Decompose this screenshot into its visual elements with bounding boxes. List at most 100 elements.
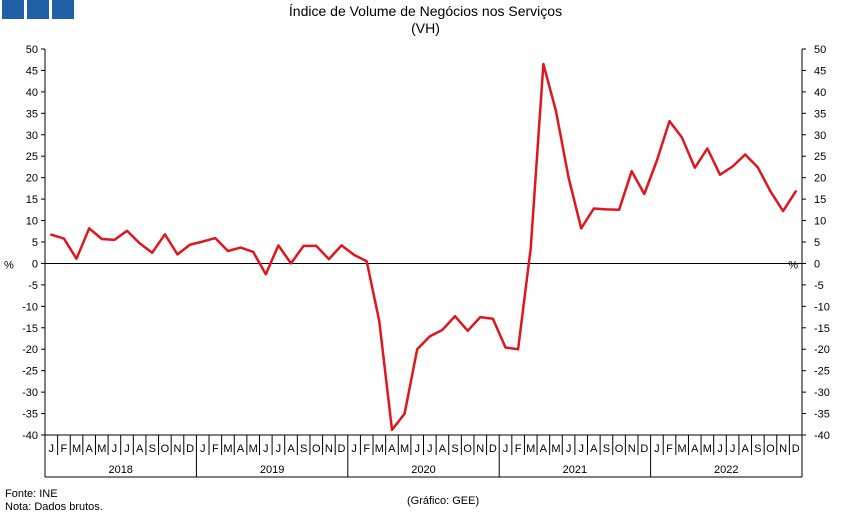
y-tick-label-left: -5 (28, 280, 38, 292)
x-year-label: 2020 (411, 464, 435, 476)
x-month-label: N (779, 443, 787, 455)
data-point (630, 170, 633, 173)
x-month-label: S (300, 443, 307, 455)
data-point (479, 316, 482, 318)
y-tick-label-right: 5 (814, 237, 820, 249)
y-tick-label-left: -40 (22, 430, 38, 442)
y-tick-label-right: 30 (814, 130, 826, 142)
data-point (756, 166, 759, 169)
y-tick-label-left: 0 (32, 258, 38, 270)
data-point (491, 317, 494, 320)
data-point (592, 207, 595, 210)
x-month-label: M (678, 443, 687, 455)
x-month-label: A (388, 443, 396, 455)
data-point (163, 233, 166, 236)
data-point (50, 233, 53, 236)
data-point (239, 246, 242, 249)
y-tick-label-left: 35 (26, 108, 38, 120)
y-unit-label-left: % (4, 259, 14, 271)
data-point (227, 250, 229, 252)
x-month-label: A (287, 443, 295, 455)
x-month-label: S (451, 443, 458, 455)
x-month-label: M (400, 443, 409, 455)
x-month-label: J (200, 443, 206, 455)
x-year-label: 2021 (563, 464, 587, 476)
data-point (580, 227, 583, 230)
x-month-label: D (792, 443, 800, 455)
data-point (100, 238, 103, 240)
data-point (327, 258, 330, 261)
x-year-label: 2022 (714, 464, 738, 476)
x-month-label: O (766, 443, 775, 455)
x-month-label: J (263, 443, 269, 455)
x-month-label: A (136, 443, 144, 455)
y-tick-label-left: 40 (26, 87, 38, 99)
data-point (605, 208, 608, 211)
data-note: Nota: Dados brutos. (5, 501, 103, 513)
x-month-label: D (640, 443, 648, 455)
x-month-label: J (654, 443, 660, 455)
data-point (454, 315, 456, 318)
data-point (126, 229, 128, 232)
x-month-label: J (578, 443, 584, 455)
data-point (744, 153, 747, 156)
x-month-label: S (603, 443, 610, 455)
y-tick-label-left: 25 (26, 151, 38, 163)
data-point (706, 147, 709, 150)
x-month-label: F (666, 443, 673, 455)
y-tick-label-right: -20 (814, 344, 830, 356)
y-tick-label-left: 15 (26, 194, 38, 206)
y-tick-label-left: -35 (22, 409, 38, 421)
x-month-label: J (49, 443, 55, 455)
source-note: Fonte: INE (5, 488, 58, 500)
y-tick-label-right: -10 (814, 301, 830, 313)
y-tick-label-left: 45 (26, 65, 38, 77)
data-point (151, 251, 154, 254)
y-tick-label-left: -20 (22, 344, 38, 356)
x-month-label: N (628, 443, 636, 455)
x-month-label: A (237, 443, 245, 455)
y-tick-label-right: -5 (814, 280, 824, 292)
x-month-label: J (730, 443, 736, 455)
x-month-label: M (249, 443, 258, 455)
data-point (656, 159, 658, 162)
chart-title-block: Índice de Volume de Negócios nos Serviço… (0, 3, 851, 37)
x-month-label: O (312, 443, 321, 455)
y-tick-label-left: 20 (26, 173, 38, 185)
x-year-label: 2019 (260, 464, 284, 476)
x-month-label: D (186, 443, 194, 455)
x-month-label: M (551, 443, 560, 455)
y-tick-label-right: 20 (814, 173, 826, 185)
y-tick-label-left: -25 (22, 366, 38, 378)
series-line (50, 62, 797, 432)
y-tick-label-left: 30 (26, 130, 38, 142)
x-month-label: J (566, 443, 572, 455)
y-tick-label-left: 50 (26, 44, 38, 56)
x-month-label: J (112, 443, 118, 455)
data-point (340, 244, 343, 247)
data-point (681, 136, 684, 139)
data-point (542, 63, 545, 65)
x-month-label: M (375, 443, 384, 455)
data-point (403, 412, 406, 415)
data-point (189, 243, 191, 246)
x-month-label: M (526, 443, 535, 455)
y-tick-label-left: -10 (22, 301, 38, 313)
data-point (113, 238, 116, 241)
y-unit-label-right: % (788, 259, 798, 271)
data-point (88, 227, 91, 230)
data-point (719, 173, 721, 176)
x-month-label: N (325, 443, 333, 455)
y-tick-label-right: 35 (814, 108, 826, 120)
data-point (391, 428, 393, 431)
data-point (277, 244, 280, 247)
x-month-label: N (173, 443, 181, 455)
data-point (441, 329, 444, 331)
graph-credit: (Gráfico: GEE) (407, 495, 480, 507)
x-month-label: A (742, 443, 750, 455)
y-tick-label-right: 40 (814, 87, 826, 99)
data-point (416, 348, 419, 351)
x-month-label: M (223, 443, 232, 455)
y-tick-label-right: 15 (814, 194, 826, 206)
